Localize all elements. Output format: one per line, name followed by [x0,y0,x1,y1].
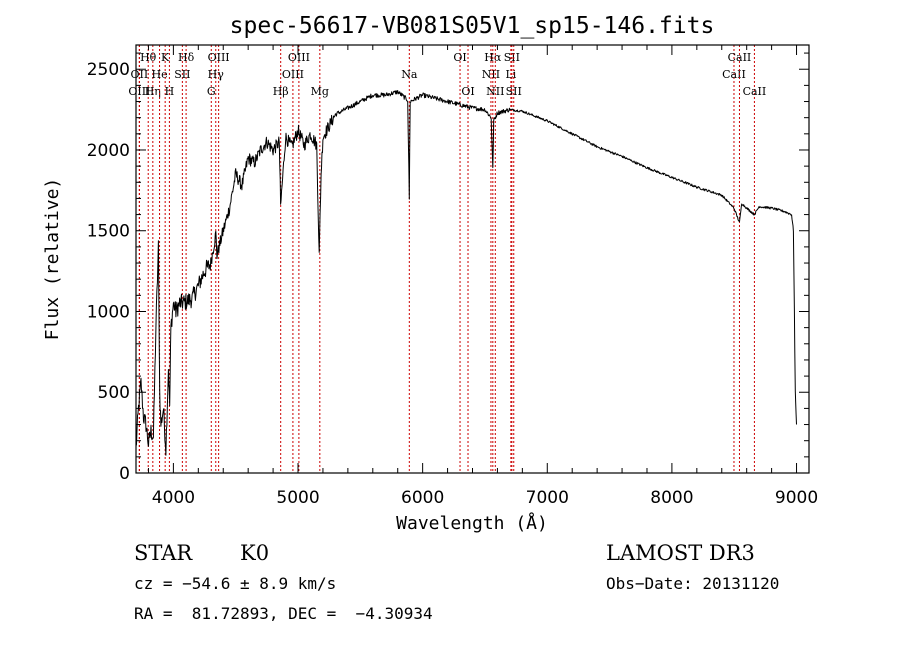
redshift-velocity: cz = −54.6 ± 8.9 km/s [134,574,336,593]
spectrum-series [135,90,797,456]
y-tick-label: 2000 [87,141,130,161]
spectral-line-markers: HθOIIOIIIHηHeKHSIIHδGHγOIIIHβOIIIOIIIMgN… [128,45,766,473]
y-tick-label: 2500 [87,60,130,80]
axis-ticks [136,45,809,474]
chart-title: spec-56617-VB081S05V1_sp15-146.fits [230,13,715,39]
y-axis-label: Flux (relative) [42,178,63,341]
axis-tick-labels: 4000 5000 6000 7000 8000 9000 0 500 1000 1500 2000… [87,60,818,508]
coordinates: RA = 81.72893, DEC = −4.30934 [134,604,433,623]
spectral-line-label: G [207,85,216,98]
spectral-line-label: Hθ [140,51,157,64]
spectral-line-label: He [152,68,168,81]
spectral-line-label: OIII [208,51,230,64]
x-tick-label: 7000 [526,488,569,508]
plot-frame [135,44,810,474]
spectral-line-label: Hη [145,85,161,98]
spectral-line-label: CaII [743,85,767,98]
spectral-line-label: OIII [128,85,150,98]
spectral-line-label: H [165,85,175,98]
y-tick-label: 0 [119,464,130,484]
spectral-line-label: OI [453,51,466,64]
spectral-line-label: SII [174,68,190,81]
spectral-line-label: SII [504,51,520,64]
spectral-line-label: Na [401,68,418,81]
spectral-line-label: CaII [722,68,746,81]
x-tick-label: 5000 [276,488,319,508]
spectral-line-label: Mg [311,85,329,98]
object-subclass: K0 [240,541,269,565]
spectral-line-label: OIII [288,51,310,64]
spectral-line-label: OI [461,85,474,98]
x-tick-label: 6000 [401,488,444,508]
y-tick-label: 1500 [87,222,130,242]
spectrum-line [135,90,797,456]
x-tick-label: 4000 [152,488,195,508]
spectral-line-label: SII [506,85,522,98]
spectral-line-label: Hβ [273,85,289,98]
spectral-line-label: Hδ [178,51,195,64]
x-tick-label: 8000 [650,488,693,508]
object-class: STAR [134,541,193,565]
spectral-line-label: OIII [282,68,304,81]
spectral-line-label: Li [505,68,516,81]
survey-name: LAMOST DR3 [606,541,755,565]
spectral-line-label: Hα [484,51,502,64]
spectral-line-label: NII [486,85,504,98]
spectral-line-label: K [161,51,170,64]
spectral-line-label: CaII [728,51,752,64]
observation-date: Obs−Date: 20131120 [606,574,779,593]
x-axis-label: Wavelength (Å) [396,512,548,534]
spectral-line-label: NII [482,68,500,81]
spectral-line-label: Hγ [208,68,225,81]
y-tick-label: 500 [98,383,130,403]
x-tick-label: 9000 [775,488,818,508]
y-tick-label: 1000 [87,302,130,322]
